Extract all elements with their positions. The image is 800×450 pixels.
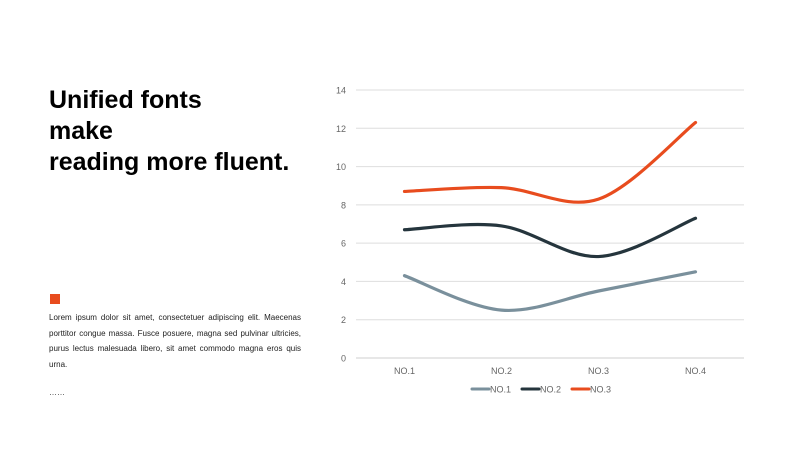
y-tick-label: 8 bbox=[341, 200, 346, 210]
y-tick-label: 2 bbox=[341, 315, 346, 325]
series-line-no2 bbox=[402, 216, 698, 259]
y-tick-label: 4 bbox=[341, 277, 346, 287]
y-tick-label: 6 bbox=[341, 239, 346, 249]
y-tick-label: 10 bbox=[336, 162, 346, 172]
legend-label: NO.2 bbox=[540, 385, 561, 395]
title-line-3: reading more fluent. bbox=[49, 148, 290, 176]
y-tick-label: 12 bbox=[336, 124, 346, 134]
slide-title: Unified fonts make reading more fluent. bbox=[49, 85, 289, 178]
title-line-2: make bbox=[49, 117, 113, 145]
body-paragraph: Lorem ipsum dolor sit amet, consectetuer… bbox=[49, 313, 301, 369]
title-line-1: Unified fonts bbox=[49, 86, 202, 114]
y-tick-label: 14 bbox=[336, 86, 346, 96]
ellipsis-text: …… bbox=[49, 388, 65, 397]
y-tick-label: 0 bbox=[341, 354, 346, 364]
x-tick-label: NO.3 bbox=[588, 366, 609, 376]
x-tick-label: NO.1 bbox=[394, 366, 415, 376]
accent-square-icon bbox=[50, 294, 60, 304]
x-tick-label: NO.2 bbox=[491, 366, 512, 376]
legend-label: NO.1 bbox=[490, 385, 511, 395]
legend-label: NO.3 bbox=[590, 385, 611, 395]
series-line-no1 bbox=[402, 270, 698, 313]
x-tick-label: NO.4 bbox=[685, 366, 706, 376]
series-line-no3 bbox=[402, 120, 698, 204]
